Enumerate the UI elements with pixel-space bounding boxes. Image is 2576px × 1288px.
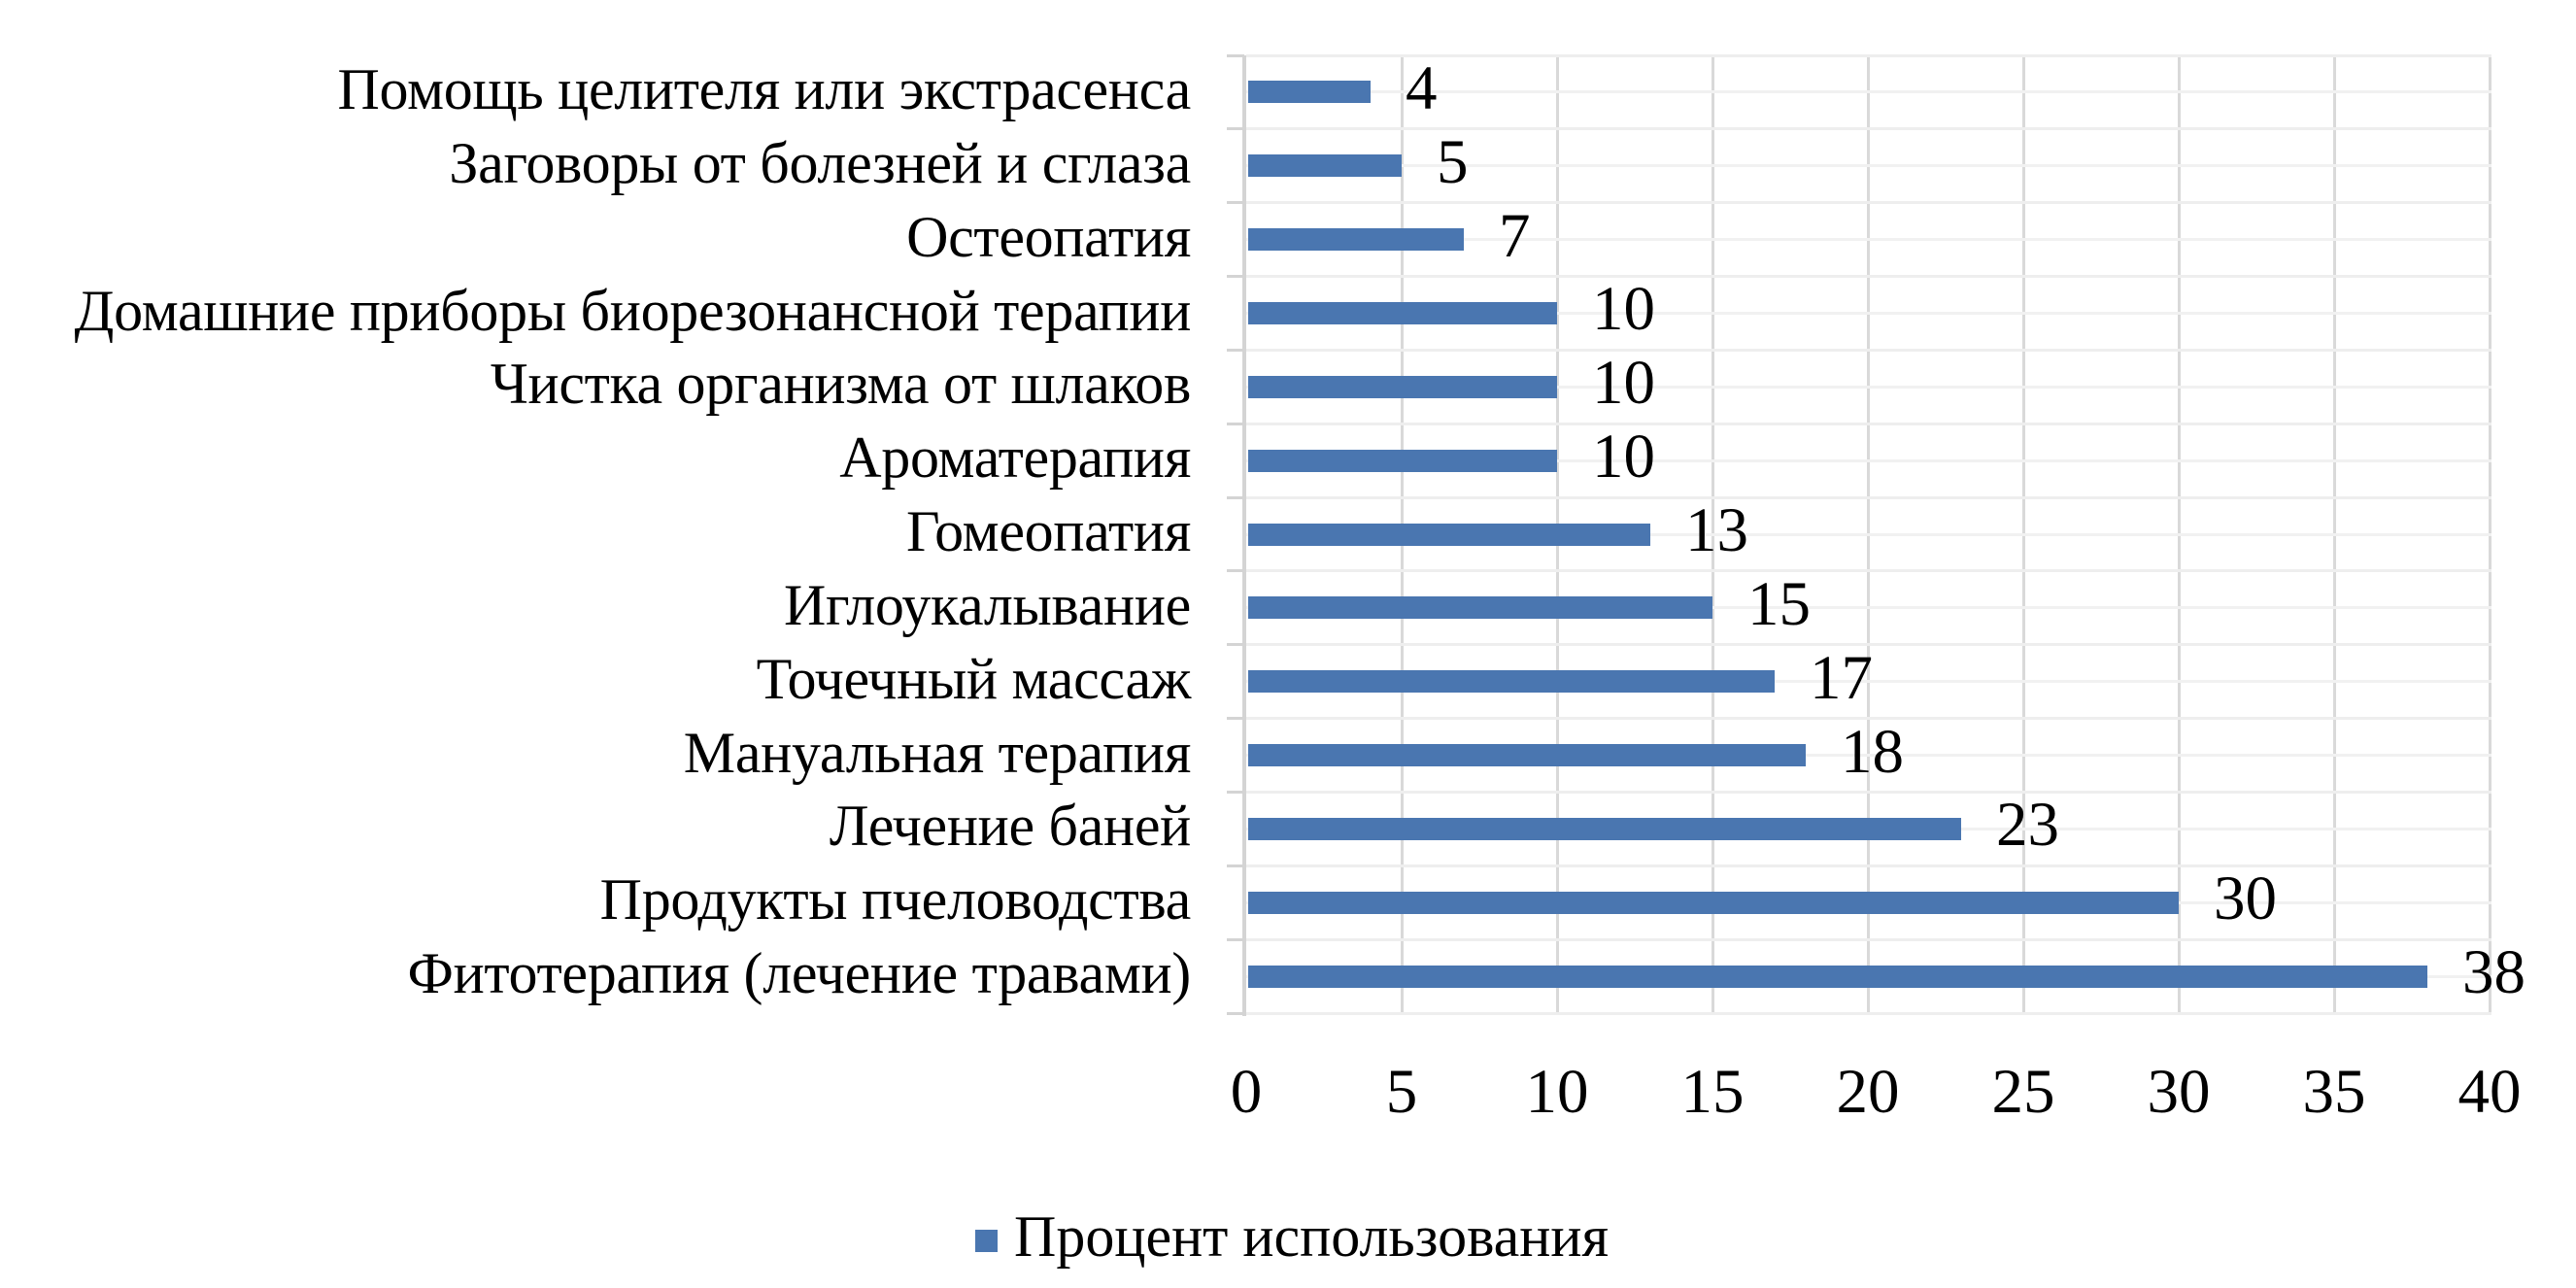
minor-horizontal-gridline: [1246, 238, 2491, 242]
category-tick-mark: [1227, 1011, 1244, 1015]
data-label: 30: [2214, 864, 2277, 934]
category-tick-mark: [1227, 569, 1244, 573]
x-tick-label: 5: [1385, 1057, 1418, 1127]
category-label: Помощь целителя или экстрасенса: [337, 57, 1192, 121]
x-tick-label: 30: [2147, 1057, 2211, 1127]
bar: [1248, 154, 1402, 178]
category-tick-mark: [1227, 127, 1244, 131]
minor-horizontal-gridline: [1246, 385, 2491, 389]
category-tick-mark: [1227, 864, 1244, 867]
category-tick-mark: [1227, 422, 1244, 425]
category-label: Заговоры от болезней и сглаза: [449, 130, 1191, 195]
horizontal-gridline: [1246, 53, 2491, 57]
data-label: 15: [1747, 568, 1811, 639]
horizontal-gridline: [1246, 275, 2491, 279]
minor-horizontal-gridline: [1246, 458, 2491, 462]
category-label: Чистка организма от шлаков: [490, 352, 1191, 417]
bar: [1248, 891, 2179, 914]
category-label: Домашние приборы биорезонансной терапии: [74, 278, 1192, 343]
data-label: 13: [1685, 495, 1748, 565]
category-label: Гомеопатия: [906, 499, 1191, 564]
data-label: 18: [1841, 716, 1904, 787]
horizontal-gridline: [1246, 201, 2491, 205]
minor-horizontal-gridline: [1246, 90, 2491, 94]
x-tick-label: 40: [2457, 1057, 2522, 1127]
horizontal-gridline: [1246, 717, 2491, 721]
bar: [1248, 301, 1557, 324]
horizontal-gridline: [1246, 864, 2491, 867]
bar: [1248, 523, 1650, 546]
category-tick-mark: [1227, 275, 1244, 279]
minor-horizontal-gridline: [1246, 311, 2491, 315]
bar: [1248, 375, 1557, 398]
horizontal-gridline: [1246, 569, 2491, 573]
data-label: 23: [1996, 790, 2059, 861]
x-tick-label: 25: [1991, 1057, 2055, 1127]
category-label: Остеопатия: [906, 204, 1191, 269]
legend-swatch-icon: [975, 1229, 998, 1252]
category-tick-mark: [1227, 790, 1244, 794]
category-label: Мануальная терапия: [683, 720, 1192, 785]
category-tick-mark: [1227, 643, 1244, 647]
data-label: 10: [1592, 348, 1655, 419]
minor-horizontal-gridline: [1246, 606, 2491, 610]
data-label: 38: [2462, 937, 2525, 1008]
x-tick-label: 0: [1230, 1057, 1263, 1127]
horizontal-gridline: [1246, 348, 2491, 352]
legend: Процент использования: [975, 1203, 1609, 1271]
data-label: 10: [1592, 422, 1655, 492]
horizontal-gridline: [1246, 937, 2491, 941]
minor-horizontal-gridline: [1246, 754, 2491, 758]
category-label: Иглоукалывание: [783, 572, 1191, 637]
category-label: Лечение баней: [829, 794, 1191, 859]
data-label: 4: [1406, 52, 1438, 123]
category-tick-mark: [1227, 201, 1244, 205]
minor-horizontal-gridline: [1246, 532, 2491, 536]
horizontal-gridline: [1246, 790, 2491, 794]
category-label: Ароматерапия: [839, 425, 1191, 491]
bar: [1248, 228, 1464, 252]
data-label: 7: [1499, 200, 1531, 271]
horizontal-gridline: [1246, 643, 2491, 647]
horizontal-gridline: [1246, 127, 2491, 131]
category-tick-mark: [1227, 495, 1244, 499]
category-label: Фитотерапия (лечение травами): [407, 941, 1192, 1006]
bar: [1248, 744, 1806, 767]
data-label: 10: [1592, 274, 1655, 345]
minor-horizontal-gridline: [1246, 680, 2491, 684]
x-tick-label: 20: [1836, 1057, 1900, 1127]
horizontal-gridline: [1246, 1011, 2491, 1015]
category-tick-mark: [1227, 53, 1244, 57]
category-tick-mark: [1227, 348, 1244, 352]
bar: [1248, 81, 1371, 104]
category-tick-mark: [1227, 717, 1244, 721]
category-label: Продукты пчеловодства: [599, 867, 1192, 932]
x-tick-label: 15: [1680, 1057, 1745, 1127]
bar: [1248, 449, 1557, 472]
bar: [1248, 596, 1712, 620]
horizontal-gridline: [1246, 422, 2491, 425]
horizontal-gridline: [1246, 495, 2491, 499]
data-label: 17: [1810, 642, 1873, 713]
x-tick-label: 35: [2302, 1057, 2366, 1127]
bar: [1248, 965, 2427, 988]
minor-horizontal-gridline: [1246, 164, 2491, 168]
category-tick-mark: [1227, 937, 1244, 941]
data-label: 5: [1437, 126, 1469, 197]
x-tick-label: 10: [1525, 1057, 1589, 1127]
category-label: Точечный массаж: [756, 646, 1192, 711]
legend-label: Процент использования: [1014, 1204, 1610, 1269]
bar: [1248, 670, 1775, 694]
bar: [1248, 817, 1961, 840]
category-axis-line: [1242, 55, 1246, 1016]
